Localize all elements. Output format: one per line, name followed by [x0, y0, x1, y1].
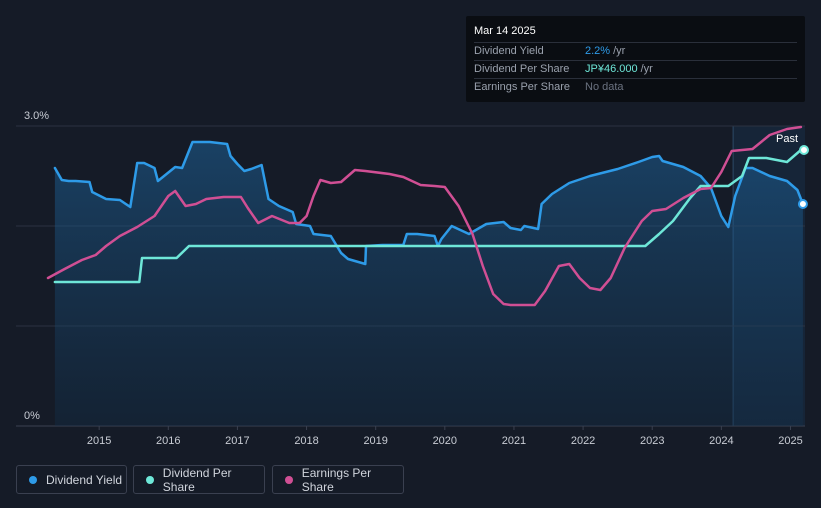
- tooltip-unit: /yr: [640, 63, 653, 75]
- x-axis-ticks: 2015 2016 2017 2018 2019 2020 2021 2022 2023 2024…: [87, 426, 803, 447]
- legend-item-earnings-per-share[interactable]: Earnings Per Share: [272, 465, 404, 494]
- tooltip-value: 2.2%: [585, 45, 611, 57]
- legend-label: Dividend Per Share: [162, 465, 232, 494]
- tooltip-label: Dividend Per Share: [474, 63, 570, 75]
- dividend-yield-area: [54, 142, 803, 426]
- dividend-yield-dot-icon: [29, 475, 37, 484]
- x-tick-label: 2015: [87, 435, 111, 447]
- series-layer: [46, 125, 809, 426]
- tooltip-row-dividend-yield: Dividend Yield 2.2% /yr: [474, 43, 797, 61]
- legend-item-dividend-yield[interactable]: Dividend Yield: [16, 465, 127, 494]
- legend-label: Earnings Per Share: [301, 465, 372, 494]
- legend-label: Dividend Yield: [46, 472, 123, 487]
- x-tick-label: 2023: [640, 435, 664, 447]
- tooltip-value: JP¥46.000: [585, 63, 638, 75]
- x-tick-label: 2018: [294, 435, 318, 447]
- earnings-per-share-line: [46, 125, 803, 307]
- x-tick-label: 2022: [571, 435, 595, 447]
- tooltip-label: Dividend Yield: [474, 45, 544, 57]
- x-tick-label: 2021: [502, 435, 526, 447]
- tooltip-panel: Mar 14 2025 Dividend Yield 2.2% /yr Divi…: [466, 16, 805, 102]
- tooltip-row-earnings-per-share: Earnings Per Share No data: [474, 79, 797, 96]
- y-axis-ticks: 3.0% 0%: [24, 110, 49, 422]
- dividend-per-share-dot-icon: [146, 475, 154, 484]
- x-tick-label: 2017: [225, 435, 249, 447]
- x-tick-label: 2025: [778, 435, 802, 447]
- y-tick-label: 0%: [24, 410, 40, 422]
- dividend-per-share-end-marker: [799, 145, 809, 155]
- tooltip-label: Earnings Per Share: [474, 81, 570, 93]
- dividend-yield-end-marker: [797, 199, 808, 209]
- tooltip-row-dividend-per-share: Dividend Per Share JP¥46.000 /yr: [474, 61, 797, 79]
- legend-item-dividend-per-share[interactable]: Dividend Per Share: [133, 465, 265, 494]
- x-tick-label: 2016: [156, 435, 180, 447]
- x-tick-label: 2020: [433, 435, 457, 447]
- tooltip-unit: /yr: [613, 45, 626, 57]
- tooltip-date: Mar 14 2025: [474, 24, 797, 43]
- x-tick-label: 2019: [363, 435, 387, 447]
- x-tick-label: 2024: [709, 435, 733, 447]
- past-label: Past: [776, 133, 798, 145]
- earnings-per-share-dot-icon: [285, 475, 293, 484]
- y-tick-label: 3.0%: [24, 110, 49, 122]
- tooltip-value: No data: [585, 81, 624, 93]
- dividend-per-share-line: [53, 148, 807, 284]
